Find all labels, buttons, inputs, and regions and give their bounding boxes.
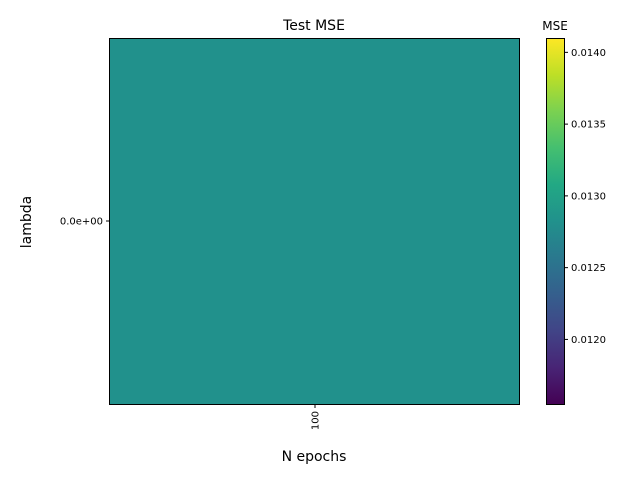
colorbar-tick-label: 0.0120 xyxy=(571,335,606,346)
colorbar-tick-label: 0.0140 xyxy=(571,48,606,59)
x-axis-ticks: 100 xyxy=(311,404,322,430)
x-axis-label: N epochs xyxy=(282,449,347,465)
colorbar-gradient xyxy=(546,38,565,405)
y-axis-ticks: 0.0e+00 xyxy=(60,217,110,228)
heatmap-cells xyxy=(110,38,520,404)
y-tick-label: 0.0e+00 xyxy=(60,217,103,228)
colorbar-tick-label: 0.0130 xyxy=(571,191,606,202)
chart-title: Test MSE xyxy=(282,18,345,34)
heatmap-cell xyxy=(110,38,520,404)
y-axis-label: lambda xyxy=(19,196,35,248)
colorbar: MSE 0.0120 0.0125 0.0130 0.0135 0.0140 xyxy=(542,19,606,405)
x-tick-label: 100 xyxy=(311,411,322,430)
colorbar-title: MSE xyxy=(542,19,568,33)
colorbar-tick-label: 0.0135 xyxy=(571,120,606,131)
colorbar-ticks: 0.0120 0.0125 0.0130 0.0135 0.0140 xyxy=(564,48,606,346)
colorbar-tick-label: 0.0125 xyxy=(571,263,606,274)
